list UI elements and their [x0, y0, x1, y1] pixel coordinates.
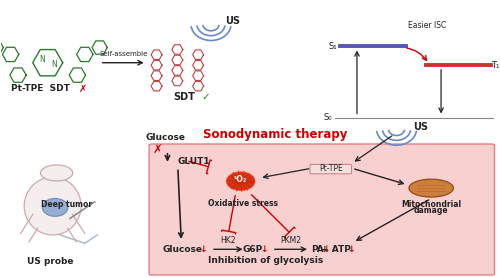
Text: Mitochondrial: Mitochondrial: [401, 200, 461, 209]
Ellipse shape: [40, 165, 72, 181]
Text: US: US: [225, 16, 240, 26]
Text: ¹O₂: ¹O₂: [234, 175, 247, 184]
Ellipse shape: [226, 172, 255, 191]
Text: US probe: US probe: [27, 257, 74, 266]
Text: N: N: [39, 55, 44, 65]
Text: PA: PA: [311, 245, 324, 254]
FancyBboxPatch shape: [310, 165, 352, 174]
Text: Self-assemble: Self-assemble: [99, 52, 148, 57]
Text: damage: damage: [414, 206, 448, 215]
Text: ↓: ↓: [260, 245, 268, 254]
Text: ✗: ✗: [152, 142, 162, 155]
Ellipse shape: [24, 177, 81, 235]
Text: T₁: T₁: [491, 61, 499, 70]
Text: Pt-TPE  SDT: Pt-TPE SDT: [11, 84, 70, 93]
Text: ✗: ✗: [80, 84, 88, 94]
Text: ↓: ↓: [322, 245, 330, 254]
Text: ↓: ↓: [199, 245, 206, 254]
Text: G6P: G6P: [243, 245, 263, 254]
Text: ✓: ✓: [202, 92, 210, 102]
Text: S₀: S₀: [324, 113, 332, 122]
Text: Glucose: Glucose: [162, 245, 202, 254]
Text: Glucose: Glucose: [146, 134, 186, 142]
Text: Deep tumor: Deep tumor: [41, 200, 92, 209]
Text: HK2: HK2: [220, 236, 236, 245]
Ellipse shape: [409, 179, 454, 197]
Text: US: US: [413, 122, 428, 132]
Text: + ATP: + ATP: [321, 245, 351, 254]
Text: ↓: ↓: [348, 245, 355, 254]
Text: Easier ISC: Easier ISC: [408, 21, 447, 30]
Ellipse shape: [42, 198, 68, 216]
Text: Pt-TPE: Pt-TPE: [319, 164, 342, 173]
Text: N: N: [51, 60, 57, 70]
Text: GLUT1: GLUT1: [178, 157, 210, 166]
Text: Inhibition of glycolysis: Inhibition of glycolysis: [208, 257, 323, 265]
Text: SDT: SDT: [173, 92, 195, 102]
Text: Sonodynamic therapy: Sonodynamic therapy: [203, 128, 348, 141]
FancyBboxPatch shape: [149, 144, 495, 275]
Text: S₁: S₁: [328, 42, 337, 51]
Text: PKM2: PKM2: [280, 236, 301, 245]
Text: Oxidative stress: Oxidative stress: [208, 199, 278, 208]
